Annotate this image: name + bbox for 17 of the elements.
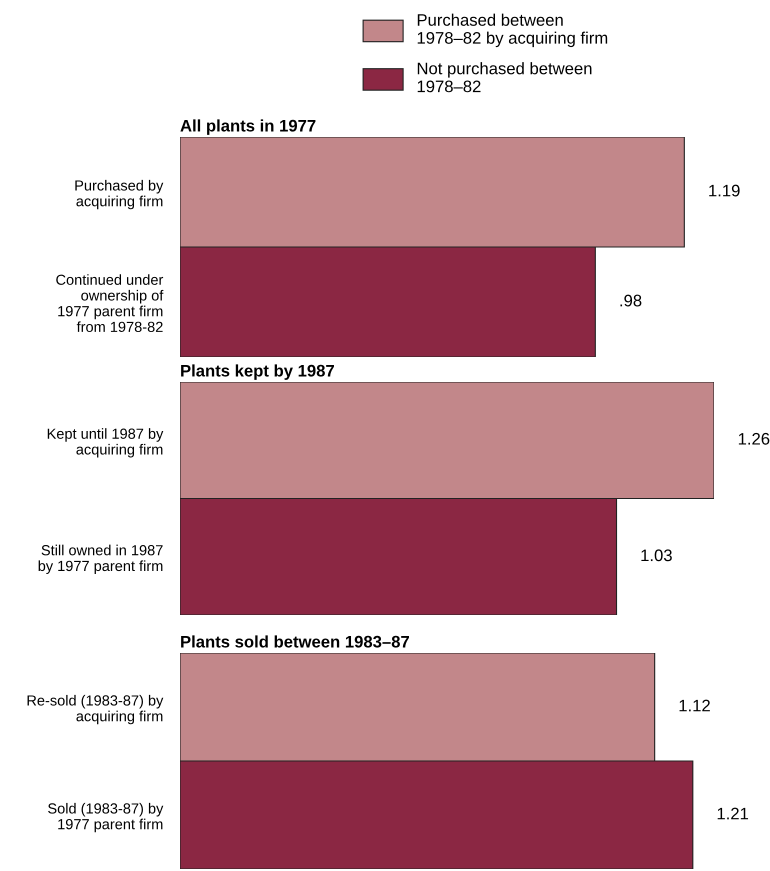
y-tick-label: Still owned in 1987 by 1977 parent firm (38, 544, 163, 574)
data-label: 1.03 (641, 549, 672, 562)
y-tick-label: Kept until 1987 by acquiring firm (48, 428, 164, 458)
data-label: .98 (620, 294, 642, 306)
data-label: 1.26 (738, 432, 770, 445)
chart-title: Plants kept by 1987 (181, 364, 334, 380)
data-label: 1.12 (680, 700, 710, 712)
data-label: 1.19 (709, 184, 740, 196)
chart-title: Plants sold between 1983–87 (181, 635, 410, 648)
legend-label: Not purchased between 1978–82 (418, 62, 592, 92)
data-label: 1.21 (718, 808, 748, 820)
y-tick-label: Purchased by acquiring firm (75, 180, 164, 210)
legend-label: Purchased between 1978–82 by acquiring firm (418, 14, 608, 48)
y-tick-label: Re-sold (1983-87) by acquiring firm (28, 694, 164, 724)
y-tick-label: Continued under ownership of 1977 parent firm from 1978-82 (56, 274, 164, 332)
y-tick-label: Sold (1983-87) by 1977 parent firm (48, 802, 164, 832)
chart-title: All plants in 1977 (180, 119, 316, 135)
